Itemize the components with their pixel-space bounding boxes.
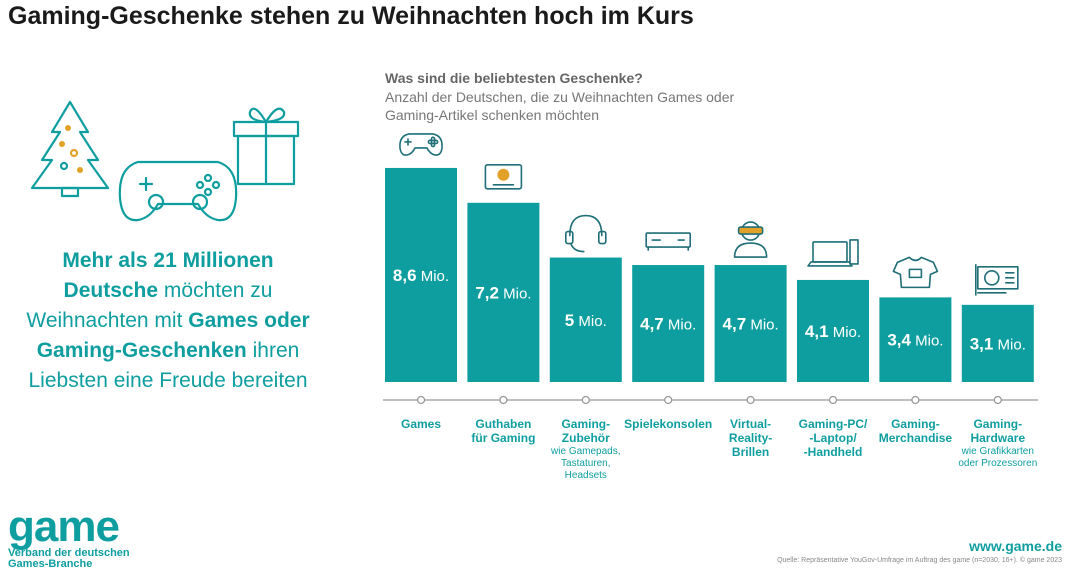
website-link[interactable]: www.game.de — [969, 538, 1062, 554]
value-label: 3,4 Mio. — [887, 331, 943, 350]
bar — [714, 265, 787, 382]
axis-marker — [416, 395, 426, 405]
logo-subline-1: Verband der deutschen — [8, 547, 130, 559]
voucher-icon — [484, 163, 523, 190]
bar — [385, 167, 457, 382]
value-label: 5 Mio. — [565, 311, 607, 330]
source-note: Quelle: Repräsentative YouGov-Umfrage im… — [777, 557, 1062, 564]
category-label: Virtual-Reality-Brillen — [729, 417, 772, 459]
axis-marker — [993, 395, 1002, 405]
category-note: wie Grafikkarten oder Prozessoren — [958, 446, 1037, 469]
bar — [961, 304, 1034, 382]
bar-chart: 8,6 Mio. Games 7,2 Mio. Guthaben für Gaming 5… — [383, 133, 1039, 481]
laptop-icon — [807, 239, 859, 267]
christmas-tree-icon — [30, 100, 110, 198]
vr-headset-icon — [733, 221, 768, 258]
category-label: Games — [401, 417, 441, 431]
value-label: 3,1 Mio. — [970, 334, 1026, 353]
value-label: 7,2 Mio. — [475, 283, 531, 302]
axis-marker — [828, 395, 838, 405]
value-label: 4,7 Mio. — [640, 315, 696, 334]
bar — [879, 297, 952, 382]
bar — [467, 202, 540, 382]
gamepad-icon — [399, 133, 443, 156]
category-label: Gaming-Zubehör — [561, 417, 610, 445]
category-label: Gaming-Merchandise — [879, 417, 953, 445]
page-title: Gaming-Geschenke stehen zu Weihnachten h… — [8, 2, 694, 30]
axis-marker — [911, 395, 920, 405]
gamepad-icon — [118, 160, 238, 222]
bar — [632, 265, 705, 382]
axis-marker — [499, 395, 508, 405]
axis-marker — [581, 395, 590, 405]
graphics-card-icon — [974, 264, 1019, 296]
axis-marker — [664, 395, 673, 405]
logo-subline-2: Games-Branche — [8, 558, 93, 570]
decorative-illustration — [30, 100, 300, 222]
tshirt-icon — [892, 256, 939, 289]
chart-title: Was sind die beliebtesten Geschenke? — [385, 70, 643, 86]
logo-word: game — [8, 502, 120, 551]
category-label: Spielekonsolen — [624, 417, 712, 431]
game-logo: game Verband der deutschen Games-Branche — [8, 505, 130, 571]
category-label: Guthaben für Gaming — [471, 417, 535, 445]
chart-subtitle: Anzahl der Deutschen, die zu Weihnachten… — [385, 89, 735, 123]
value-label: 8,6 Mio. — [393, 266, 449, 285]
value-label: 4,7 Mio. — [723, 315, 779, 334]
category-note: wie Gamepads, Tastaturen, Headsets — [550, 446, 620, 481]
bar — [549, 257, 622, 382]
headline: Mehr als 21 Millionen Deutsche möchten z… — [26, 249, 310, 392]
headset-icon — [565, 214, 607, 253]
value-label: 4,1 Mio. — [805, 322, 861, 341]
category-label: Gaming-PC/-Laptop/-Handheld — [799, 417, 868, 459]
axis-marker — [746, 395, 755, 405]
category-label: Gaming-Hardware — [970, 417, 1025, 445]
gift-icon — [232, 107, 300, 186]
console-icon — [645, 232, 692, 251]
bar — [797, 279, 869, 382]
